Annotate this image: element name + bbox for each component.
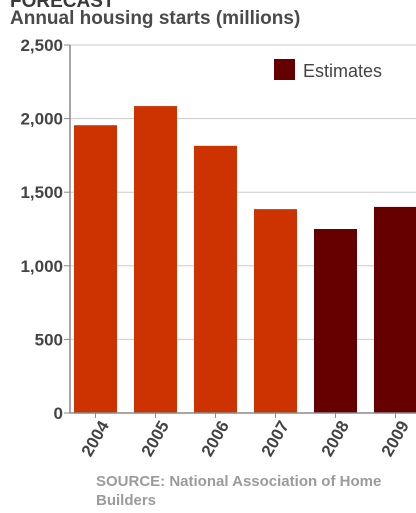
y-tick-label: 2,000	[20, 110, 63, 129]
chart-subtitle: Annual housing starts (millions)	[10, 8, 301, 29]
bar-2007	[254, 209, 297, 413]
x-tick-label: 2008	[318, 418, 353, 460]
bar-2008	[314, 229, 357, 413]
y-tick-label: 2,500	[20, 36, 63, 55]
bar-2009	[374, 206, 416, 413]
bar-2004	[74, 125, 117, 413]
source-note: SOURCE: National Association of Home Bui…	[96, 473, 382, 509]
bar-chart: 0 500 1,000 1,500 2,000 2,500 2004 2005 2006 2007…	[20, 36, 416, 460]
legend-swatch-estimates	[274, 59, 295, 80]
bar-2005	[134, 106, 177, 413]
x-tick-label: 2007	[258, 418, 293, 460]
y-tick-label: 500	[35, 330, 63, 349]
y-tick-label: 1,500	[20, 183, 63, 202]
y-tick-label: 1,000	[20, 257, 63, 276]
x-tick-label: 2009	[378, 418, 413, 460]
y-tick-label: 0	[54, 404, 63, 423]
x-tick-label: 2006	[198, 418, 233, 460]
x-tick-label: 2005	[138, 418, 173, 460]
chart-heading: FORECAST	[10, 0, 115, 12]
x-tick-label: 2004	[78, 417, 114, 460]
bar-2006	[194, 145, 237, 413]
legend-label-estimates: Estimates	[303, 61, 382, 81]
